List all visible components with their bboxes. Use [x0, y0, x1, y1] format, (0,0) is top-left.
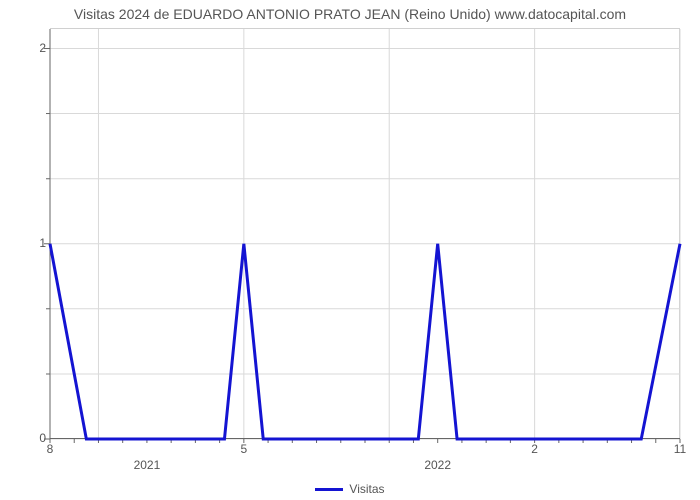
legend-label: Visitas [349, 482, 384, 496]
chart-svg [50, 29, 680, 439]
x-year-label: 2021 [134, 458, 161, 472]
chart-title: Visitas 2024 de EDUARDO ANTONIO PRATO JE… [0, 6, 700, 22]
visits-chart: Visitas 2024 de EDUARDO ANTONIO PRATO JE… [0, 0, 700, 500]
plot-area [50, 28, 680, 438]
x-tick-label: 5 [241, 442, 248, 456]
legend-swatch [315, 488, 343, 491]
legend: Visitas [0, 482, 700, 496]
x-tick-label: 11 [674, 442, 686, 456]
y-tick-label: 0 [6, 431, 46, 445]
x-tick-label: 2 [531, 442, 538, 456]
x-tick-label: 8 [47, 442, 54, 456]
x-year-label: 2022 [424, 458, 451, 472]
y-tick-label: 2 [6, 41, 46, 55]
y-tick-label: 1 [6, 236, 46, 250]
